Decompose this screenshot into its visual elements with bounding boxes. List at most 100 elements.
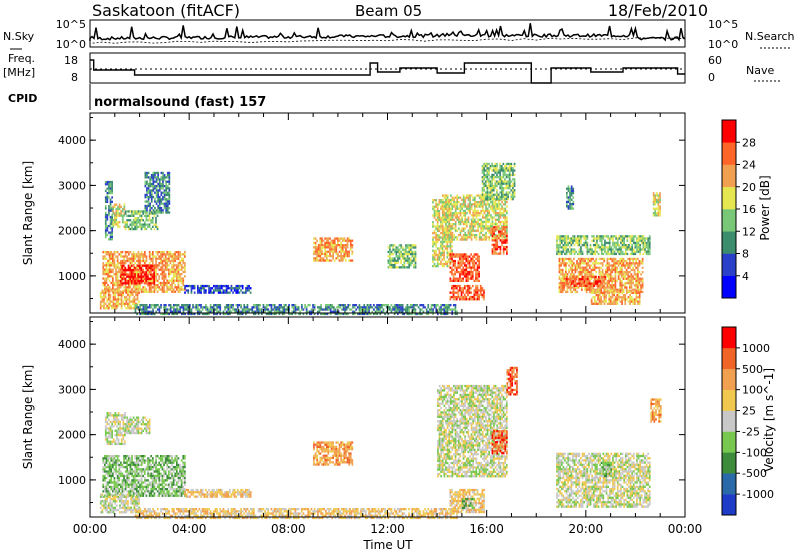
noise-right-top-tick: 10^5 [708,18,738,31]
site-title: Saskatoon (fitACF) [92,1,240,20]
power-region-18 [566,275,607,287]
frequency-trace [90,59,685,84]
power-region-2 [124,210,159,231]
time-tick-label-5: 20:00 [569,522,604,536]
power-region-13 [449,284,485,301]
noise-sky-label: N.Sky [3,30,35,43]
power-colorbar-swatch-5 [722,164,736,188]
cpid-label: CPID [8,92,37,105]
nave-label: Nave [746,64,774,77]
power-panel: 4000 3000 2000 1000 Slant Range [km] [21,112,686,316]
time-tick-label-1: 04:00 [172,522,207,536]
power-ytick-label-2: 2000 [58,225,86,238]
noise-left-top-tick: 10^5 [56,18,86,31]
freq-panel: Freq. [MHz] 18 8 60 0 Nave [3,52,780,84]
time-tick-label-0: 00:00 [73,522,108,536]
power-region-9 [313,237,354,262]
time-tick-label-3: 12:00 [370,522,405,536]
beam-title: Beam 05 [355,2,422,20]
time-axis-label: Time UT [362,538,413,552]
power-colorbar-label-3: 16 [742,203,756,216]
power-colorbar-swatch-3 [722,209,736,232]
velocity-ytick-label-0: 4000 [58,338,86,351]
power-x-ticks [89,113,686,313]
freq-label-line1: Freq. [8,52,35,65]
velocity-colorbar-swatch-5 [722,389,736,411]
power-region-0 [104,180,113,241]
velocity-colorbar-swatch-7 [722,347,736,370]
velocity-region-2 [102,455,186,497]
power-region-1 [112,203,126,228]
velocity-colorbar-swatch-3 [722,431,736,453]
velocity-colorbar-label-6: -500 [742,467,767,480]
power-region-7 [184,284,252,294]
velocity-colorbar-swatch-0 [722,494,736,516]
velocity-ytick-label-3: 1000 [58,474,86,487]
velocity-region-4 [184,488,252,498]
velocity-colorbar-swatch-2 [722,452,736,474]
velocity-colorbar-label-2: 100 [742,384,763,397]
velocity-data [99,366,662,520]
velocity-ytick-label-2: 2000 [58,429,86,442]
velocity-colorbar-swatch-4 [722,410,736,432]
velocity-colorbar-label-1: 500 [742,363,763,376]
power-colorbar-swatch-0 [722,275,736,299]
time-tick-label-6: 00:00 [668,522,703,536]
power-colorbar-swatch-7 [722,120,736,143]
power-colorbar-label-0: 28 [742,136,756,149]
noise-panel: N.Sky 10^5 10^0 10^5 10^0 N.Search [3,18,795,51]
power-region-10 [387,244,417,269]
noise-sky-trace [89,23,686,42]
power-colorbar-label-5: 8 [742,248,749,261]
velocity-colorbar-label-4: -25 [742,425,760,438]
velocity-colorbar-swatch-1 [722,473,736,495]
power-ytick-label-0: 4000 [58,134,86,147]
velocity-colorbar-label: Velocity [m s^-1] [762,368,776,472]
power-colorbar-swatch-6 [722,142,736,165]
power-region-19 [590,289,641,305]
velocity-colorbar-frame [721,326,737,516]
velocity-ytick-label-1: 3000 [58,383,86,396]
velocity-colorbar: 1000 500 100 25 -25 -100 -500 -1000 Velocity [m… [721,326,776,516]
time-tick-label-4: 16:00 [469,522,504,536]
velocity-colorbar-label-5: -100 [742,446,767,459]
velocity-region-12 [556,452,651,508]
time-tick-label-2: 08:00 [271,522,306,536]
velocity-colorbar-label-3: 25 [742,405,756,418]
power-colorbar-label: Power [dB] [758,175,772,240]
freq-left-tick-top: 18 [64,54,78,67]
power-region-12 [449,253,480,282]
noise-right-bottom-tick: 10^0 [708,38,738,51]
power-colorbar-label-6: 4 [742,270,749,283]
velocity-region-9 [461,498,475,510]
velocity-colorbar-swatch-6 [722,368,736,390]
power-data [99,162,661,316]
power-colorbar: 28 24 20 16 12 8 4 Power [dB] [721,119,772,299]
velocity-colorbar-swatch-8 [722,327,736,349]
noise-search-trace [89,37,686,44]
velocity-region-10 [491,430,508,455]
power-region-16 [491,226,508,255]
velocity-region-6 [313,441,354,466]
power-colorbar-swatch-2 [722,231,736,254]
power-region-3 [144,171,171,214]
power-ytick-label-3: 1000 [58,270,86,283]
power-region-21 [652,192,661,217]
velocity-y-axis: 4000 3000 2000 1000 [58,321,685,504]
cpid-row: CPID normalsound (fast) 157 [8,84,266,110]
power-colorbar-swatch-4 [722,186,736,210]
freq-right-tick-top: 60 [708,54,722,67]
velocity-region-13 [600,461,612,478]
velocity-colorbar-label-0: 1000 [742,342,770,355]
power-region-17 [558,257,644,294]
velocity-region-1 [124,416,151,435]
power-ytick-label-1: 3000 [58,179,86,192]
velocity-x-axis: 00:00 04:00 08:00 12:00 16:00 20:00 00:00 [73,317,703,536]
power-colorbar-label-4: 12 [742,225,756,238]
velocity-ylabel: Slant Range [km] [21,365,35,469]
power-region-22 [566,185,575,210]
velocity-panel: 4000 3000 2000 1000 00:00 04:00 08:00 12:00 16:… [21,316,703,552]
freq-left-tick-bottom: 8 [71,71,78,84]
freq-right-tick-bottom: 0 [708,71,715,84]
